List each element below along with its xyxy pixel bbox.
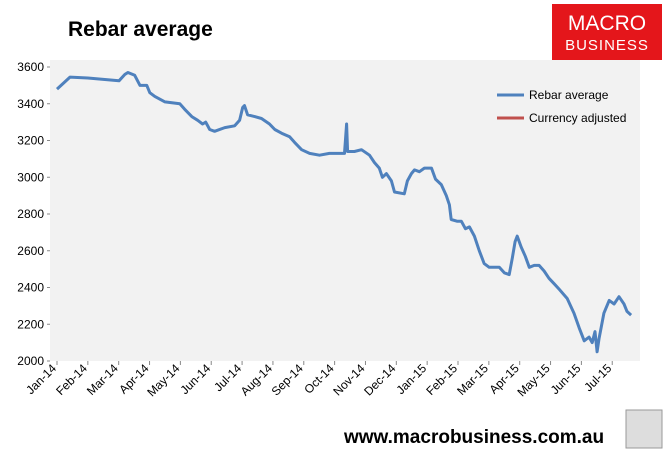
x-tick-label: May-14 bbox=[144, 361, 182, 399]
x-tick-label: Aug-14 bbox=[238, 361, 275, 398]
y-tick-label: 3600 bbox=[17, 60, 44, 74]
y-tick-label: 3200 bbox=[17, 134, 44, 148]
x-tick-label: Nov-14 bbox=[330, 361, 367, 398]
y-tick-label: 2600 bbox=[17, 244, 44, 258]
logo-text: MACRO bbox=[568, 12, 646, 35]
wolf-icon bbox=[625, 409, 663, 449]
y-tick-label: 2200 bbox=[17, 317, 44, 331]
chart-title: Rebar average bbox=[68, 18, 213, 41]
y-tick-label: 3000 bbox=[17, 170, 44, 184]
x-tick-label: Feb-14 bbox=[53, 361, 90, 398]
logo-box bbox=[552, 4, 662, 60]
y-tick-label: 2800 bbox=[17, 207, 44, 221]
legend-label: Currency adjusted bbox=[529, 111, 626, 125]
x-tick-label: Dec-14 bbox=[361, 361, 398, 398]
legend-label: Rebar average bbox=[529, 88, 609, 102]
x-tick-label: Jun-14 bbox=[178, 361, 214, 397]
x-tick-label: Mar-15 bbox=[454, 361, 491, 398]
y-tick-label: 3400 bbox=[17, 97, 44, 111]
data-line bbox=[55, 71, 633, 354]
x-tick-label: Jul-15 bbox=[581, 361, 614, 394]
x-tick-label: Feb-15 bbox=[423, 361, 460, 398]
x-tick-label: Mar-14 bbox=[84, 361, 121, 398]
y-tick-label: 2000 bbox=[17, 354, 44, 368]
x-tick-label: May-15 bbox=[514, 361, 552, 399]
logo-text: BUSINESS bbox=[565, 37, 649, 54]
x-tick-label: Sep-14 bbox=[269, 361, 306, 398]
footer-url: www.macrobusiness.com.au bbox=[343, 427, 604, 448]
plot-area bbox=[50, 60, 640, 361]
x-tick-label: Jan-15 bbox=[393, 361, 429, 397]
y-tick-label: 2400 bbox=[17, 281, 44, 295]
x-tick-label: Jun-15 bbox=[548, 361, 584, 397]
